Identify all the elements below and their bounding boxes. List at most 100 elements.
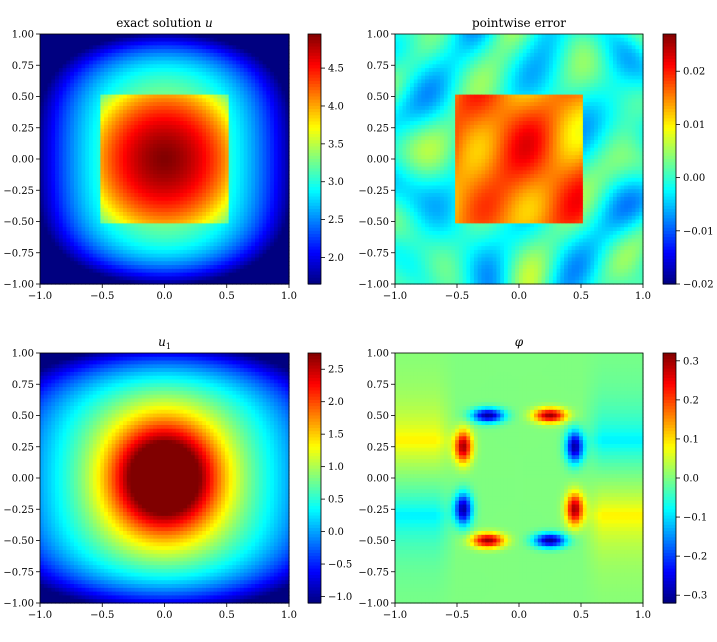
heatmap-cell <box>263 72 267 76</box>
heatmap-cell <box>508 57 512 61</box>
heatmap-cell <box>149 91 153 95</box>
heatmap-cell <box>478 49 482 53</box>
heatmap-cell <box>127 151 131 155</box>
heatmap-cell <box>410 45 414 49</box>
heatmap-cell <box>251 276 255 280</box>
heatmap-cell <box>131 261 135 265</box>
heatmap-cell <box>112 136 116 140</box>
heatmap-cell <box>66 189 70 193</box>
heatmap-cell <box>620 45 624 49</box>
heatmap-cell <box>248 76 252 80</box>
heatmap-cell <box>138 223 142 227</box>
heatmap-cell <box>180 53 184 57</box>
heatmap-cell <box>48 102 52 106</box>
heatmap-cell <box>278 61 282 65</box>
heatmap-cell <box>97 110 101 114</box>
heatmap-cell <box>229 148 233 152</box>
heatmap-cell <box>511 34 515 38</box>
heatmap-cell <box>142 132 146 136</box>
heatmap-cell <box>70 261 74 265</box>
heatmap-cell <box>176 155 180 159</box>
heatmap-cell <box>278 167 282 171</box>
heatmap-cell <box>198 129 202 133</box>
heatmap-cell <box>421 42 425 46</box>
heatmap-cell <box>51 254 55 258</box>
heatmap-cell <box>183 265 187 269</box>
heatmap-cell <box>278 83 282 87</box>
heatmap-cell <box>51 53 55 57</box>
heatmap-cell <box>78 231 82 235</box>
heatmap-cell <box>161 273 165 277</box>
heatmap-cell <box>191 155 195 159</box>
heatmap-cell <box>180 106 184 110</box>
heatmap-cell <box>112 186 116 190</box>
heatmap-cell <box>131 276 135 280</box>
heatmap-cell <box>632 49 636 53</box>
heatmap-cell <box>85 140 89 144</box>
heatmap-cell <box>123 220 127 224</box>
heatmap-cell <box>149 254 153 258</box>
heatmap-cell <box>248 57 252 61</box>
heatmap-cell <box>85 68 89 72</box>
heatmap-cell <box>214 91 218 95</box>
heatmap-cell <box>146 231 150 235</box>
heatmap-cell <box>149 208 153 212</box>
heatmap-cell <box>274 64 278 68</box>
heatmap-cell <box>198 178 202 182</box>
heatmap-cell <box>553 34 557 38</box>
y-tick-label: 0.00 <box>12 155 34 166</box>
heatmap-cell <box>236 182 240 186</box>
heatmap-cell <box>66 121 70 125</box>
heatmap-cell <box>149 186 153 190</box>
heatmap-cell <box>66 178 70 182</box>
heatmap-cell <box>251 132 255 136</box>
heatmap-cell <box>270 235 274 239</box>
heatmap-cell <box>225 223 229 227</box>
heatmap-cell <box>63 254 67 258</box>
heatmap-cell <box>48 242 52 246</box>
heatmap-cell <box>191 144 195 148</box>
heatmap-cell <box>225 201 229 205</box>
heatmap-cell <box>198 148 202 152</box>
heatmap-cell <box>48 204 52 208</box>
heatmap-cell <box>278 129 282 133</box>
heatmap-cell <box>176 265 180 269</box>
heatmap-cell <box>187 34 191 38</box>
heatmap-cell <box>142 151 146 155</box>
heatmap-cell <box>232 106 236 110</box>
heatmap-cell <box>165 102 169 106</box>
y-tick-label: 0.75 <box>12 61 34 72</box>
heatmap-cell <box>221 144 225 148</box>
heatmap-cell <box>161 106 165 110</box>
heatmap-cell <box>217 151 221 155</box>
heatmap-cell <box>259 155 263 159</box>
heatmap-cell <box>97 121 101 125</box>
heatmap-cell <box>70 136 74 140</box>
heatmap-cell <box>444 45 448 49</box>
heatmap-cell <box>138 136 142 140</box>
heatmap-cell <box>119 117 123 121</box>
heatmap-cell <box>78 235 82 239</box>
heatmap-cell <box>115 64 119 68</box>
heatmap-cell <box>263 201 267 205</box>
heatmap-cell <box>221 163 225 167</box>
heatmap-cell <box>553 57 557 61</box>
heatmap-cell <box>210 140 214 144</box>
heatmap-cell <box>134 91 138 95</box>
heatmap-cell <box>191 216 195 220</box>
heatmap-cell <box>266 269 270 273</box>
heatmap-cell <box>104 273 108 277</box>
heatmap-cell <box>172 231 176 235</box>
heatmap-cell <box>240 140 244 144</box>
heatmap-cell <box>165 235 169 239</box>
heatmap-cell <box>112 87 116 91</box>
heatmap-cell <box>112 204 116 208</box>
heatmap-cell <box>51 155 55 159</box>
heatmap-cell <box>168 216 172 220</box>
heatmap-cell <box>217 64 221 68</box>
heatmap-cell <box>172 76 176 80</box>
heatmap-cell <box>493 45 497 49</box>
heatmap-cell <box>55 193 59 197</box>
heatmap-cell <box>191 53 195 57</box>
heatmap-cell <box>221 227 225 231</box>
